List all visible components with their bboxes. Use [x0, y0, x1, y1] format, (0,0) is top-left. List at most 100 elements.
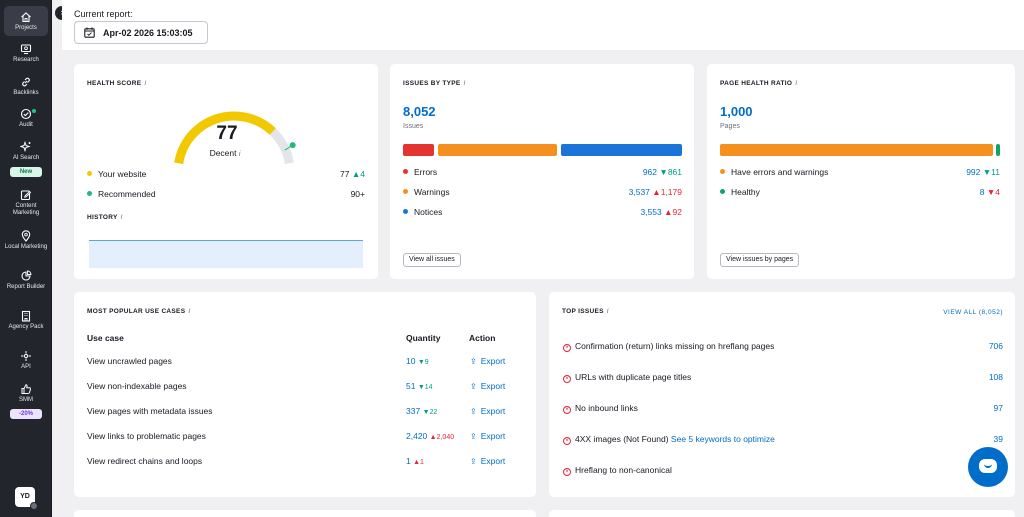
- issue-count[interactable]: 97: [993, 403, 1003, 413]
- use-case-quantity[interactable]: 51 ▼14: [406, 381, 433, 391]
- info-icon[interactable]: i: [188, 308, 191, 315]
- use-case-quantity[interactable]: 10 ▼9: [406, 356, 429, 366]
- view-issues-by-pages-button[interactable]: View issues by pages: [720, 253, 800, 267]
- sparkle-icon: [20, 141, 31, 153]
- legend-warnings[interactable]: Warnings: [403, 187, 450, 197]
- legend-your-website: Your website: [87, 169, 146, 179]
- audit-status-dot: [32, 109, 36, 113]
- health-score-value: 77: [216, 123, 238, 144]
- sidebar-item-label: Report Builder: [6, 284, 46, 290]
- use-case-name: View pages with metadata issues: [87, 406, 213, 416]
- issues-total-label: Issues: [403, 123, 424, 130]
- report-header: Current report: Apr-02 2026 15:03:05: [62, 0, 1024, 50]
- errors-warnings-value[interactable]: 992 ▼11: [966, 167, 1000, 177]
- upload-icon: ⇪: [470, 382, 477, 391]
- history-title: History i: [87, 214, 123, 221]
- current-report-label: Current report:: [74, 9, 133, 19]
- map-pin-icon: [21, 230, 31, 242]
- discount-badge: -20%: [10, 409, 42, 419]
- issue-row[interactable]: × Confirmation (return) links missing on …: [563, 341, 774, 352]
- export-button[interactable]: ⇪ Export: [470, 356, 506, 366]
- sidebar-item-label: Projects: [15, 25, 37, 31]
- issues-by-type-card: Issues by type i 8,052 Issues Errors 962 …: [390, 64, 694, 279]
- sidebar-item-audit[interactable]: Audit: [4, 108, 48, 129]
- dot-icon: [720, 189, 725, 194]
- page-health-ratio-card: Page health ratio i 1,000 Pages Have erro…: [707, 64, 1015, 279]
- sidebar-item-label: Content Marketing: [12, 203, 40, 216]
- sidebar-item-projects[interactable]: Projects: [4, 6, 48, 36]
- export-button[interactable]: ⇪ Export: [470, 381, 506, 391]
- info-icon[interactable]: i: [120, 214, 123, 221]
- check-circle-icon: [20, 108, 32, 120]
- sidebar-item-research[interactable]: Research: [4, 43, 48, 64]
- sidebar: Projects Research Backlinks Audit AI Sea…: [0, 0, 52, 517]
- error-icon: ×: [563, 468, 571, 476]
- issue-row[interactable]: × 4XX images (Not Found) See 5 keywords t…: [563, 434, 775, 445]
- sidebar-item-label: Research: [13, 57, 39, 63]
- errors-warnings-bar[interactable]: [720, 144, 993, 156]
- issue-count[interactable]: 108: [988, 372, 1003, 382]
- export-button[interactable]: ⇪ Export: [470, 431, 506, 441]
- issue-count[interactable]: 39: [993, 434, 1003, 444]
- dot-icon: [403, 169, 408, 174]
- upload-icon: ⇪: [470, 457, 477, 466]
- sidebar-item-smm[interactable]: SMM: [4, 383, 48, 404]
- warnings-bar[interactable]: [438, 144, 557, 156]
- issue-row[interactable]: × No inbound links: [563, 403, 638, 414]
- support-chat-button[interactable]: [968, 447, 1008, 487]
- health-gauge: [174, 111, 296, 165]
- legend-errors[interactable]: Errors: [403, 167, 437, 177]
- next-card-edge: [549, 510, 1015, 517]
- pie-icon: [21, 270, 32, 281]
- use-cases-card: Most popular use cases i Use case Quantit…: [74, 292, 536, 497]
- info-icon[interactable]: i: [463, 80, 466, 87]
- export-button[interactable]: ⇪ Export: [470, 456, 506, 466]
- sidebar-item-agency-pack[interactable]: Agency Pack: [4, 310, 48, 331]
- dot-icon: [87, 191, 92, 196]
- issues-total[interactable]: 8,052: [403, 104, 436, 119]
- legend-errors-warnings[interactable]: Have errors and warnings: [720, 167, 828, 177]
- report-date: Apr-02 2026 15:03:05: [103, 28, 193, 38]
- sidebar-item-local-marketing[interactable]: Local Marketing: [4, 230, 48, 251]
- info-icon[interactable]: i: [606, 308, 609, 315]
- info-icon[interactable]: i: [144, 80, 147, 87]
- notices-value[interactable]: 3,553 ▲92: [640, 207, 682, 217]
- issue-count[interactable]: 706: [988, 341, 1003, 351]
- calendar-icon: [84, 27, 95, 38]
- card-title: Health score i: [87, 80, 147, 87]
- sidebar-item-backlinks[interactable]: Backlinks: [4, 76, 48, 97]
- export-button[interactable]: ⇪ Export: [470, 406, 506, 416]
- issue-row[interactable]: × Hreflang to non-canonical: [563, 465, 672, 476]
- sidebar-item-content-marketing[interactable]: Content Marketing: [4, 189, 48, 217]
- top-issues-card: Top issues i View all (8,052) × Confirmati…: [549, 292, 1015, 497]
- avatar[interactable]: YD: [15, 487, 35, 507]
- issue-row[interactable]: × URLs with duplicate page titles: [563, 372, 691, 383]
- use-case-quantity[interactable]: 1 ▲1: [406, 456, 424, 466]
- pages-total[interactable]: 1,000: [720, 104, 753, 119]
- use-case-quantity[interactable]: 2,420 ▲2,040: [406, 431, 455, 441]
- view-all-issues-button[interactable]: View all issues: [403, 253, 461, 267]
- sidebar-item-report-builder[interactable]: Report Builder: [4, 270, 48, 291]
- errors-value[interactable]: 962 ▼861: [642, 167, 682, 177]
- legend-notices[interactable]: Notices: [403, 207, 442, 217]
- sidebar-item-ai-search[interactable]: AI Search: [4, 141, 48, 162]
- info-icon[interactable]: i: [795, 80, 798, 87]
- use-case-name: View redirect chains and loops: [87, 456, 203, 466]
- healthy-value[interactable]: 8 ▼4: [979, 187, 1000, 197]
- settings-gear-icon[interactable]: [30, 502, 38, 510]
- new-badge: New: [10, 167, 42, 177]
- healthy-bar[interactable]: [996, 144, 1000, 156]
- notices-bar[interactable]: [561, 144, 682, 156]
- sidebar-item-api[interactable]: API: [4, 350, 48, 371]
- sidebar-item-label: API: [21, 364, 31, 370]
- warnings-value[interactable]: 3,537 ▲1,179: [628, 187, 682, 197]
- errors-bar[interactable]: [403, 144, 434, 156]
- keywords-link[interactable]: See 5 keywords to optimize: [670, 434, 775, 444]
- sidebar-item-label: AI Search: [12, 155, 40, 161]
- report-date-picker[interactable]: Apr-02 2026 15:03:05: [74, 21, 208, 44]
- view-all-link[interactable]: View all (8,052): [943, 309, 1003, 316]
- use-case-quantity[interactable]: 337 ▼22: [406, 406, 438, 416]
- health-score-card: Health score i 77 Decent i Your website 7…: [74, 64, 378, 279]
- legend-healthy[interactable]: Healthy: [720, 187, 760, 197]
- info-icon[interactable]: i: [238, 151, 241, 158]
